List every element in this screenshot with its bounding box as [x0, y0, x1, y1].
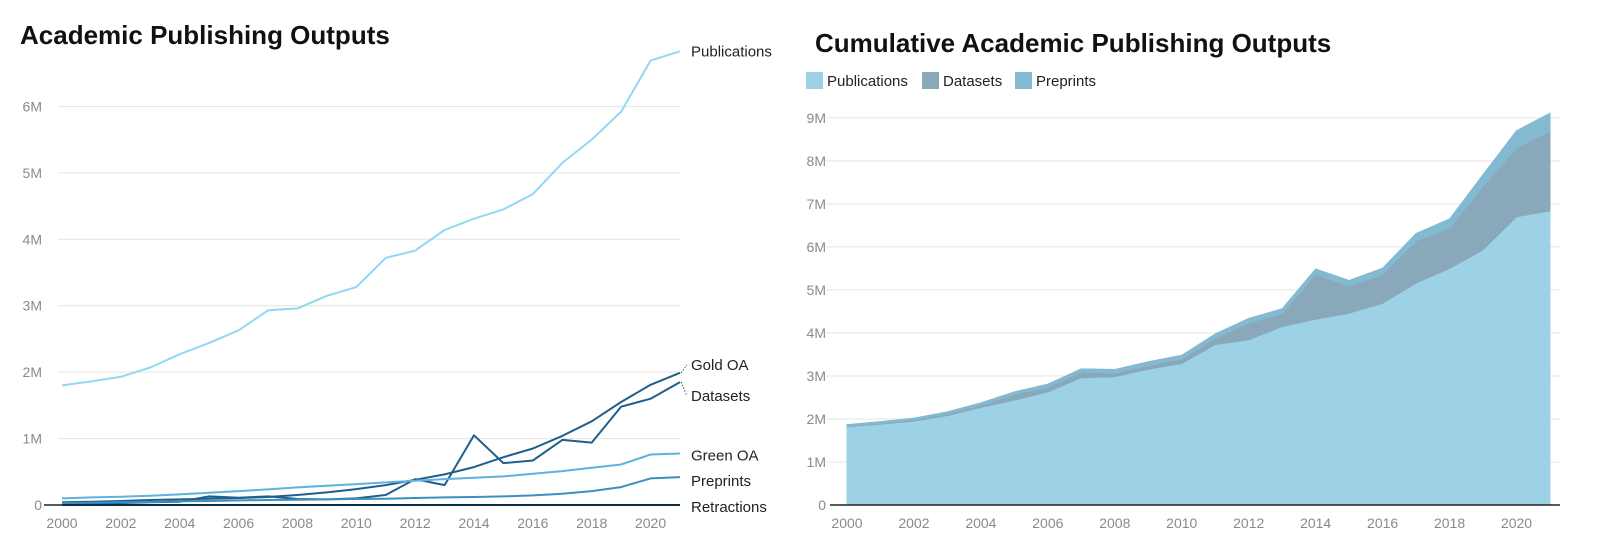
series-label-gold-oa: Gold OA [691, 357, 749, 374]
legend-swatch-publications [806, 72, 823, 89]
y-tick-label: 0 [818, 497, 826, 513]
y-tick-label: 8M [807, 153, 826, 169]
x-tick-label: 2004 [164, 515, 195, 531]
area-chart-title: Cumulative Academic Publishing Outputs [815, 28, 1331, 58]
y-tick-label: 4M [23, 231, 42, 247]
label-leader [680, 364, 688, 374]
y-tick-label: 0 [34, 497, 42, 513]
x-tick-label: 2012 [1233, 515, 1264, 531]
x-tick-label: 2004 [965, 515, 996, 531]
x-tick-label: 2014 [458, 515, 489, 531]
series-label-green-oa: Green OA [691, 448, 759, 465]
y-tick-label: 6M [807, 239, 826, 255]
y-tick-label: 1M [807, 454, 826, 470]
legend-swatch-datasets [922, 72, 939, 89]
series-label-preprints: Preprints [691, 473, 751, 490]
x-tick-label: 2006 [223, 515, 254, 531]
line-chart-gridlines [44, 105, 680, 506]
y-tick-label: 2M [807, 411, 826, 427]
x-tick-label: 2008 [1099, 515, 1130, 531]
line-chart: Academic Publishing Outputs 0 1M 2M 3M 4M 5M 6… [20, 20, 772, 531]
x-tick-label: 2002 [898, 515, 929, 531]
x-tick-label: 2002 [105, 515, 136, 531]
x-tick-label: 2010 [341, 515, 372, 531]
y-tick-label: 3M [807, 368, 826, 384]
y-tick-label: 2M [23, 364, 42, 380]
x-tick-label: 2000 [831, 515, 862, 531]
legend-label-publications: Publications [827, 73, 908, 90]
y-tick-label: 7M [807, 196, 826, 212]
y-tick-label: 6M [23, 98, 42, 114]
area-chart-legend: Publications Datasets Preprints [806, 72, 1096, 90]
line-chart-x-axis: 2000 2002 2004 2006 2008 2010 2012 2014 2016 2018… [46, 515, 666, 531]
y-tick-label: 3M [23, 298, 42, 314]
x-tick-label: 2018 [576, 515, 607, 531]
legend-label-datasets: Datasets [943, 73, 1002, 90]
x-tick-label: 2014 [1300, 515, 1331, 531]
series-label-retractions: Retractions [691, 499, 767, 516]
series-label-publications: Publications [691, 43, 772, 60]
x-tick-label: 2010 [1166, 515, 1197, 531]
x-tick-label: 2016 [1367, 515, 1398, 531]
line-chart-y-axis: 0 1M 2M 3M 4M 5M 6M [23, 98, 43, 513]
series-area-preprints [846, 112, 1551, 427]
y-tick-label: 5M [807, 282, 826, 298]
y-tick-label: 5M [23, 165, 42, 181]
line-chart-title: Academic Publishing Outputs [20, 20, 390, 50]
x-tick-label: 2006 [1032, 515, 1063, 531]
area-chart: Cumulative Academic Publishing Outputs P… [806, 28, 1560, 531]
x-tick-label: 2018 [1434, 515, 1465, 531]
line-chart-series [61, 50, 681, 506]
y-tick-label: 9M [807, 110, 826, 126]
series-line-green-oa [61, 452, 681, 500]
y-tick-label: 4M [807, 325, 826, 341]
series-line-publications [61, 50, 681, 387]
x-tick-label: 2020 [635, 515, 666, 531]
series-line-datasets [61, 381, 681, 505]
x-tick-label: 2000 [46, 515, 77, 531]
legend-swatch-preprints [1015, 72, 1032, 89]
x-tick-label: 2012 [400, 515, 431, 531]
x-tick-label: 2016 [517, 515, 548, 531]
series-label-datasets: Datasets [691, 388, 750, 405]
x-tick-label: 2020 [1501, 515, 1532, 531]
label-leader [680, 381, 688, 397]
area-chart-y-axis: 0 1M 2M 3M 4M 5M 6M 7M 8M 9M [807, 110, 827, 513]
series-line-preprints [61, 476, 681, 504]
y-tick-label: 1M [23, 431, 42, 447]
area-chart-x-axis: 2000 2002 2004 2006 2008 2010 2012 2014 2016 2018… [831, 515, 1532, 531]
series-line-gold-oa [61, 371, 681, 504]
legend-label-preprints: Preprints [1036, 73, 1096, 90]
line-chart-series-labels: Publications Gold OA Datasets Green OA Prepr… [680, 43, 772, 516]
area-chart-series [830, 112, 1560, 506]
x-tick-label: 2008 [282, 515, 313, 531]
